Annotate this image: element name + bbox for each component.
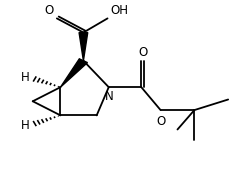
- Text: O: O: [156, 115, 165, 128]
- Polygon shape: [61, 59, 88, 87]
- Polygon shape: [79, 33, 88, 61]
- Text: O: O: [138, 46, 147, 59]
- Text: O: O: [44, 4, 53, 17]
- Text: OH: OH: [110, 4, 128, 17]
- Text: H: H: [20, 118, 29, 132]
- Text: N: N: [105, 90, 114, 103]
- Text: H: H: [20, 71, 29, 84]
